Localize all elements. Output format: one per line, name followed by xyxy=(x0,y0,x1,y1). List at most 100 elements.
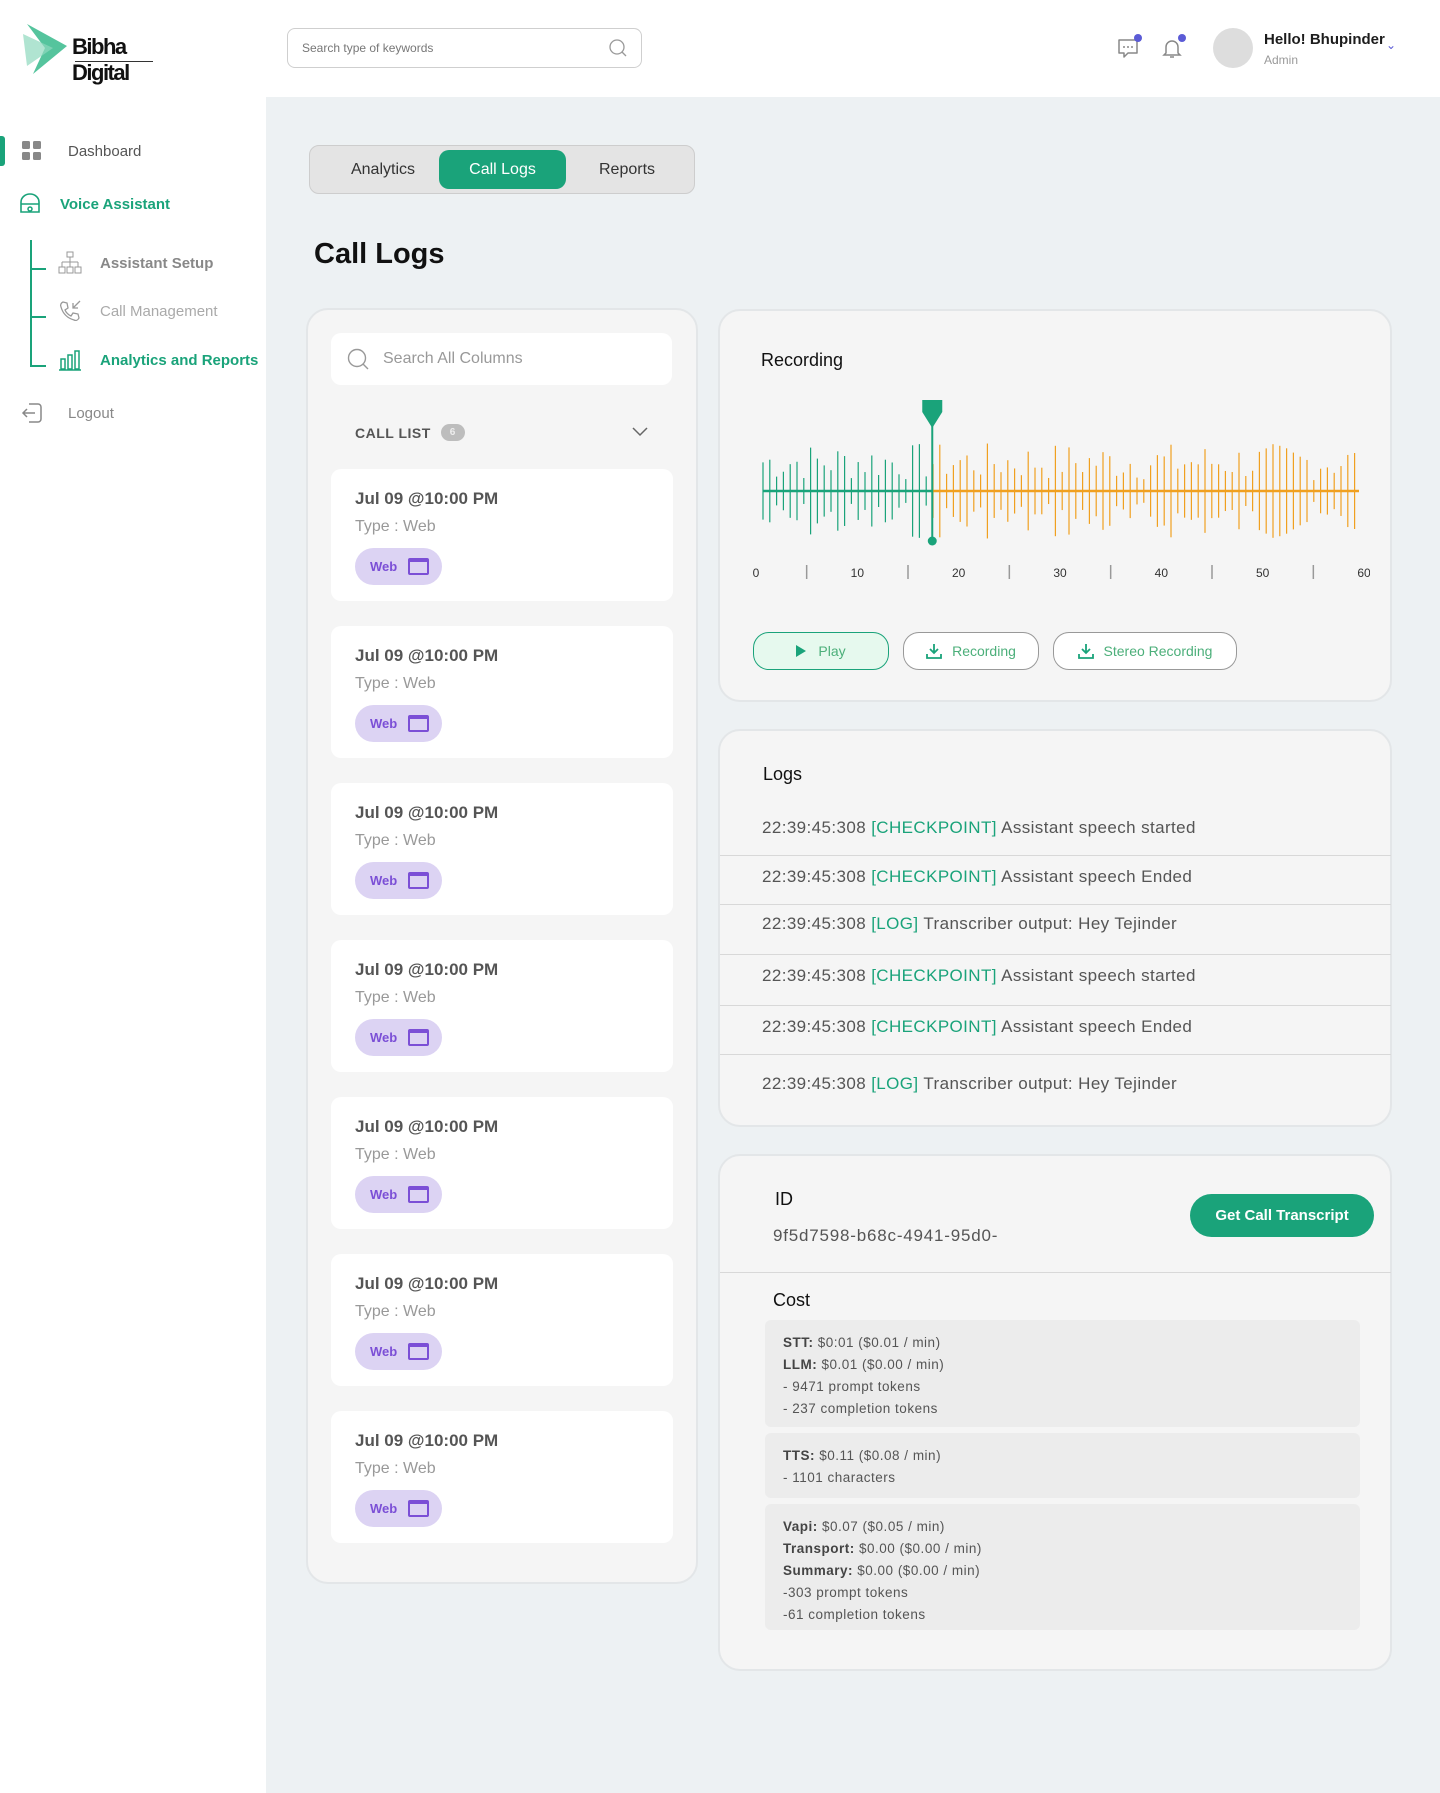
cost-value: - 9471 prompt tokens xyxy=(783,1379,921,1394)
divider xyxy=(720,904,1391,905)
waveform[interactable]: 0 10 20 30 40 50 60 xyxy=(750,400,1370,590)
cost-line: STT: $0:01 ($0.01 / min) xyxy=(783,1332,1342,1354)
sidebar-label: Logout xyxy=(68,404,114,422)
cost-key: Summary: xyxy=(783,1563,854,1578)
call-list-item[interactable]: Jul 09 @10:00 PM Type : Web Web xyxy=(331,469,673,601)
cost-line: Summary: $0.00 ($0.00 / min) xyxy=(783,1560,1342,1582)
log-time: 22:39:45:308 xyxy=(762,1017,867,1036)
call-type: Type : Web xyxy=(355,1146,436,1163)
log-message: Transcriber output: Hey Tejinder xyxy=(923,1074,1178,1093)
web-chip: Web xyxy=(355,548,442,585)
header-search-input[interactable]: Search type of keywords xyxy=(287,28,642,68)
brand-name: Bibha Digital xyxy=(72,34,130,85)
logout-icon xyxy=(20,401,44,425)
log-message: Assistant speech Ended xyxy=(1001,867,1193,886)
call-type: Type : Web xyxy=(355,1460,436,1477)
chip-label: Web xyxy=(370,873,398,888)
cost-value: $0.11 ($0.08 / min) xyxy=(815,1448,942,1463)
voice-assistant-icon xyxy=(18,192,42,216)
call-list-item[interactable]: Jul 09 @10:00 PM Type : Web Web xyxy=(331,1411,673,1543)
tab-call-logs[interactable]: Call Logs xyxy=(439,150,566,189)
log-time: 22:39:45:308 xyxy=(762,867,867,886)
log-row: 22:39:45:308 [CHECKPOINT] Assistant spee… xyxy=(762,818,1196,838)
web-chip: Web xyxy=(355,1019,442,1056)
cost-value: -61 completion tokens xyxy=(783,1607,926,1622)
search-icon[interactable] xyxy=(609,39,627,57)
call-date: Jul 09 @10:00 PM xyxy=(355,960,499,979)
call-list-title: CALL LIST xyxy=(355,424,431,441)
bell-icon[interactable] xyxy=(1160,34,1186,60)
call-type: Type : Web xyxy=(355,1303,436,1320)
sidebar-item-voice-assistant[interactable]: Voice Assistant xyxy=(18,192,170,216)
hierarchy-icon xyxy=(58,251,82,275)
logo-mark-icon xyxy=(23,24,67,74)
log-tag: [LOG] xyxy=(871,1074,919,1093)
download-stereo-button[interactable]: Stereo Recording xyxy=(1053,632,1237,670)
logo[interactable]: Bibha Digital xyxy=(23,22,183,85)
chat-icon[interactable] xyxy=(1116,34,1142,60)
browser-window-icon xyxy=(408,1343,430,1360)
call-list-item[interactable]: Jul 09 @10:00 PM Type : Web Web xyxy=(331,940,673,1072)
download-recording-button[interactable]: Recording xyxy=(903,632,1039,670)
sidebar-item-call-management[interactable]: Call Management xyxy=(58,299,218,323)
tab-analytics[interactable]: Analytics xyxy=(350,160,416,178)
user-greeting: Hello! Bhupinder xyxy=(1264,31,1385,48)
search-placeholder: Search type of keywords xyxy=(302,41,434,55)
chevron-down-icon[interactable] xyxy=(632,424,648,442)
tree-line xyxy=(30,240,32,366)
cost-key: Transport: xyxy=(783,1541,855,1556)
call-list-item[interactable]: Jul 09 @10:00 PM Type : Web Web xyxy=(331,1097,673,1229)
active-indicator xyxy=(0,136,5,166)
sidebar-item-logout[interactable]: Logout xyxy=(20,401,114,425)
cost-group: TTS: $0.11 ($0.08 / min) - 1101 character… xyxy=(765,1433,1360,1498)
cost-key: Vapi: xyxy=(783,1519,818,1534)
get-transcript-button[interactable]: Get Call Transcript xyxy=(1190,1194,1374,1237)
log-tag: [CHECKPOINT] xyxy=(871,966,997,985)
cost-line: -61 completion tokens xyxy=(783,1604,1342,1626)
download-icon xyxy=(926,644,942,659)
web-chip: Web xyxy=(355,1176,442,1213)
cost-line: Vapi: $0.07 ($0.05 / min) xyxy=(783,1516,1342,1538)
play-button[interactable]: Play xyxy=(753,632,889,670)
cost-line: -303 prompt tokens xyxy=(783,1582,1342,1604)
cost-label: Cost xyxy=(773,1290,811,1310)
sidebar-item-dashboard[interactable]: Dashboard xyxy=(20,139,141,163)
cost-line: - 237 completion tokens xyxy=(783,1398,1342,1420)
playhead-handle-icon[interactable] xyxy=(922,400,943,428)
avatar[interactable] xyxy=(1213,28,1253,68)
chevron-down-icon[interactable]: ⌄ xyxy=(1386,38,1397,52)
sidebar-item-analytics-reports[interactable]: Analytics and Reports xyxy=(58,348,258,372)
tab-reports[interactable]: Reports xyxy=(598,160,656,178)
sidebar-label: Dashboard xyxy=(68,142,142,160)
log-message: Assistant speech started xyxy=(1001,818,1196,837)
log-tag: [LOG] xyxy=(871,914,919,933)
web-chip: Web xyxy=(355,705,442,742)
call-list-item[interactable]: Jul 09 @10:00 PM Type : Web Web xyxy=(331,626,673,758)
call-search-input[interactable]: Search All Columns xyxy=(331,333,672,385)
axis-tick-label: 50 xyxy=(1256,566,1270,580)
call-list-item[interactable]: Jul 09 @10:00 PM Type : Web Web xyxy=(331,1254,673,1386)
log-tag: [CHECKPOINT] xyxy=(871,1017,997,1036)
log-time: 22:39:45:308 xyxy=(762,1074,867,1093)
cost-value: $0.00 ($0.00 / min) xyxy=(854,1541,982,1556)
log-tag: [CHECKPOINT] xyxy=(871,867,997,886)
download-icon xyxy=(1077,644,1094,659)
chip-label: Web xyxy=(370,1344,398,1359)
divider xyxy=(720,1272,1391,1273)
browser-window-icon xyxy=(408,872,430,889)
log-row: 22:39:45:308 [LOG] Transcriber output: H… xyxy=(762,914,1177,934)
call-list-header: CALL LIST 6 xyxy=(355,424,465,441)
log-tag: [CHECKPOINT] xyxy=(871,818,997,837)
call-date: Jul 09 @10:00 PM xyxy=(355,1431,499,1450)
call-date: Jul 09 @10:00 PM xyxy=(355,1274,499,1293)
cost-line: - 1101 characters xyxy=(783,1467,1342,1489)
axis-tick-label: 0 xyxy=(753,566,760,580)
call-list-item[interactable]: Jul 09 @10:00 PM Type : Web Web xyxy=(331,783,673,915)
axis-tick-label: 10 xyxy=(851,566,865,580)
web-chip: Web xyxy=(355,1333,442,1370)
sidebar-item-assistant-setup[interactable]: Assistant Setup xyxy=(58,251,213,275)
button-label: Play xyxy=(818,643,846,659)
logs-card xyxy=(718,729,1392,1127)
sidebar-label: Voice Assistant xyxy=(60,195,171,213)
cost-group: STT: $0:01 ($0.01 / min) LLM: $0.01 ($0.0… xyxy=(765,1320,1360,1427)
